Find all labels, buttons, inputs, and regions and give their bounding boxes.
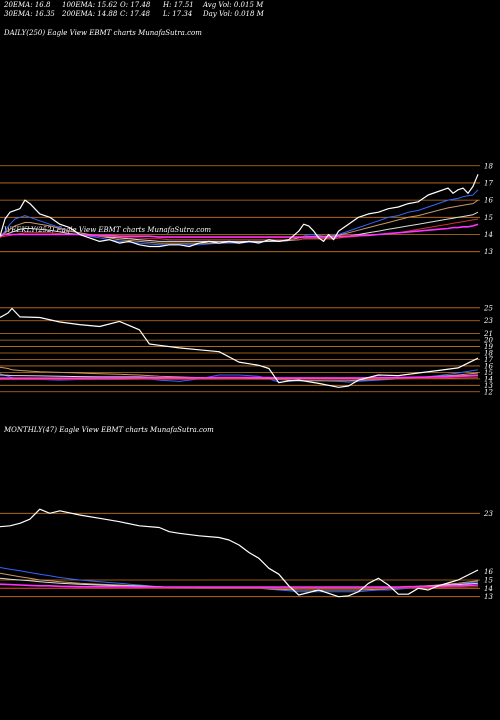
- y-tick-label: 16: [484, 568, 493, 576]
- header-high: H: 17.51: [163, 1, 194, 9]
- y-tick-label: 19: [484, 343, 493, 351]
- ema-series-line: [0, 223, 479, 238]
- ema-series-line: [0, 377, 479, 380]
- y-tick-label: 12: [484, 388, 493, 396]
- y-tick-label: 23: [483, 317, 493, 325]
- price-series-line: [0, 307, 479, 388]
- header-30ema: 30EMA: 16.35: [4, 10, 55, 18]
- header-low: L: 17.34: [163, 10, 193, 18]
- header-100ema: 100EMA: 15.62: [62, 1, 118, 9]
- header-200ema: 200EMA: 14.88: [62, 10, 118, 18]
- y-tick-label: 18: [484, 350, 493, 358]
- price-series-line: [0, 174, 479, 248]
- y-tick-label: 21: [483, 330, 493, 338]
- y-tick-label: 13: [484, 382, 493, 390]
- y-tick-label: 13: [484, 248, 493, 256]
- ema-series-line: [0, 374, 479, 380]
- ema-series-line: [0, 211, 479, 242]
- ema-series-line: [0, 583, 479, 588]
- y-tick-label: 23: [483, 510, 493, 518]
- header-avg-vol: Avg Vol: 0.015 M: [203, 1, 264, 9]
- y-tick-label: 16: [484, 197, 493, 205]
- y-tick-label: 17: [484, 179, 493, 187]
- y-tick-label: 15: [484, 577, 493, 585]
- y-tick-label: 15: [484, 214, 493, 222]
- y-tick-label: 16: [484, 362, 493, 370]
- header-20ema: 20EMA: 16.8: [4, 1, 51, 9]
- daily-panel-title: DAILY(250) Eagle View EBMT charts Munafa…: [4, 29, 202, 37]
- y-tick-label: 18: [484, 162, 493, 170]
- monthly-panel-title: MONTHLY(47) Eagle View EBMT charts Munaf…: [4, 426, 214, 434]
- weekly-panel-title: WEEKLY(252) Eagle View EBMT charts Munaf…: [4, 226, 212, 234]
- ema-series-line: [0, 369, 479, 383]
- ema-series-line: [0, 586, 479, 589]
- y-tick-label: 13: [484, 593, 493, 601]
- price-series-line: [0, 508, 479, 598]
- y-tick-label: 14: [484, 231, 493, 239]
- header-open: O: 17.48: [120, 1, 151, 9]
- header-day-vol: Day Vol: 0.018 M: [203, 10, 264, 18]
- header-close: C: 17.48: [120, 10, 150, 18]
- y-tick-label: 15: [484, 369, 493, 377]
- y-tick-label: 14: [484, 585, 493, 593]
- y-tick-label: 14: [484, 375, 493, 383]
- y-tick-label: 20: [483, 337, 493, 345]
- y-tick-label: 25: [483, 304, 493, 312]
- y-tick-label: 17: [484, 356, 493, 364]
